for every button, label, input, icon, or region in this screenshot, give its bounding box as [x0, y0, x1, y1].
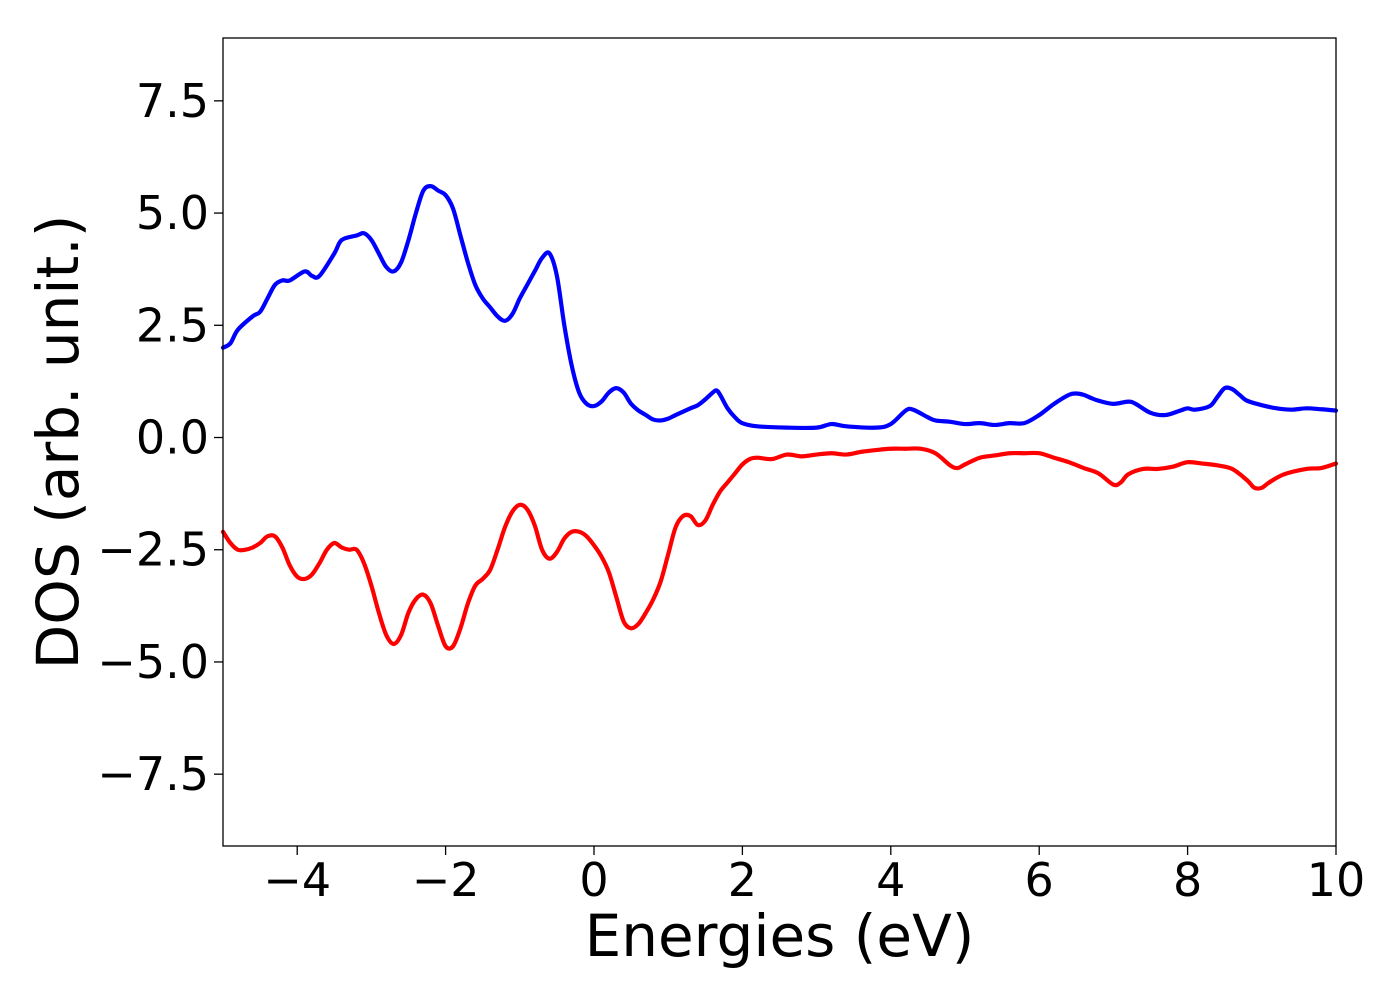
y-tick-label: −7.5: [97, 747, 209, 801]
series-group: [220, 184, 1339, 651]
series-line-spin-down: [220, 446, 1339, 651]
y-tick-label: 7.5: [136, 74, 209, 128]
y-axis-label: DOS (arb. unit.): [24, 215, 92, 670]
x-tick-label: 8: [1173, 853, 1202, 907]
y-tick-label: 2.5: [136, 298, 209, 352]
x-tick-label: 2: [728, 853, 757, 907]
x-tick-label: 0: [579, 853, 608, 907]
plot-background: [223, 38, 1336, 846]
x-axis-label: Energies (eV): [585, 902, 975, 970]
y-tick-label: −5.0: [97, 635, 209, 689]
y-tick-label: −2.5: [97, 523, 209, 577]
plot-frame: [222, 37, 1337, 847]
y-tick-label: 0.0: [136, 411, 209, 465]
y-tick-label: 5.0: [136, 186, 209, 240]
series-line-spin-up: [220, 184, 1339, 431]
x-tick-label: 6: [1025, 853, 1054, 907]
y-axis-ticks: 7.5 5.0 2.5 0.0 −2.5 −5.0 −7.5: [97, 74, 223, 801]
x-axis-ticks: −4 −2 0 2 4 6 8 10: [263, 846, 1365, 907]
x-tick-label: 4: [876, 853, 905, 907]
x-tick-label: 10: [1307, 853, 1366, 907]
x-tick-label: −2: [412, 853, 480, 907]
x-tick-label: −4: [263, 853, 331, 907]
